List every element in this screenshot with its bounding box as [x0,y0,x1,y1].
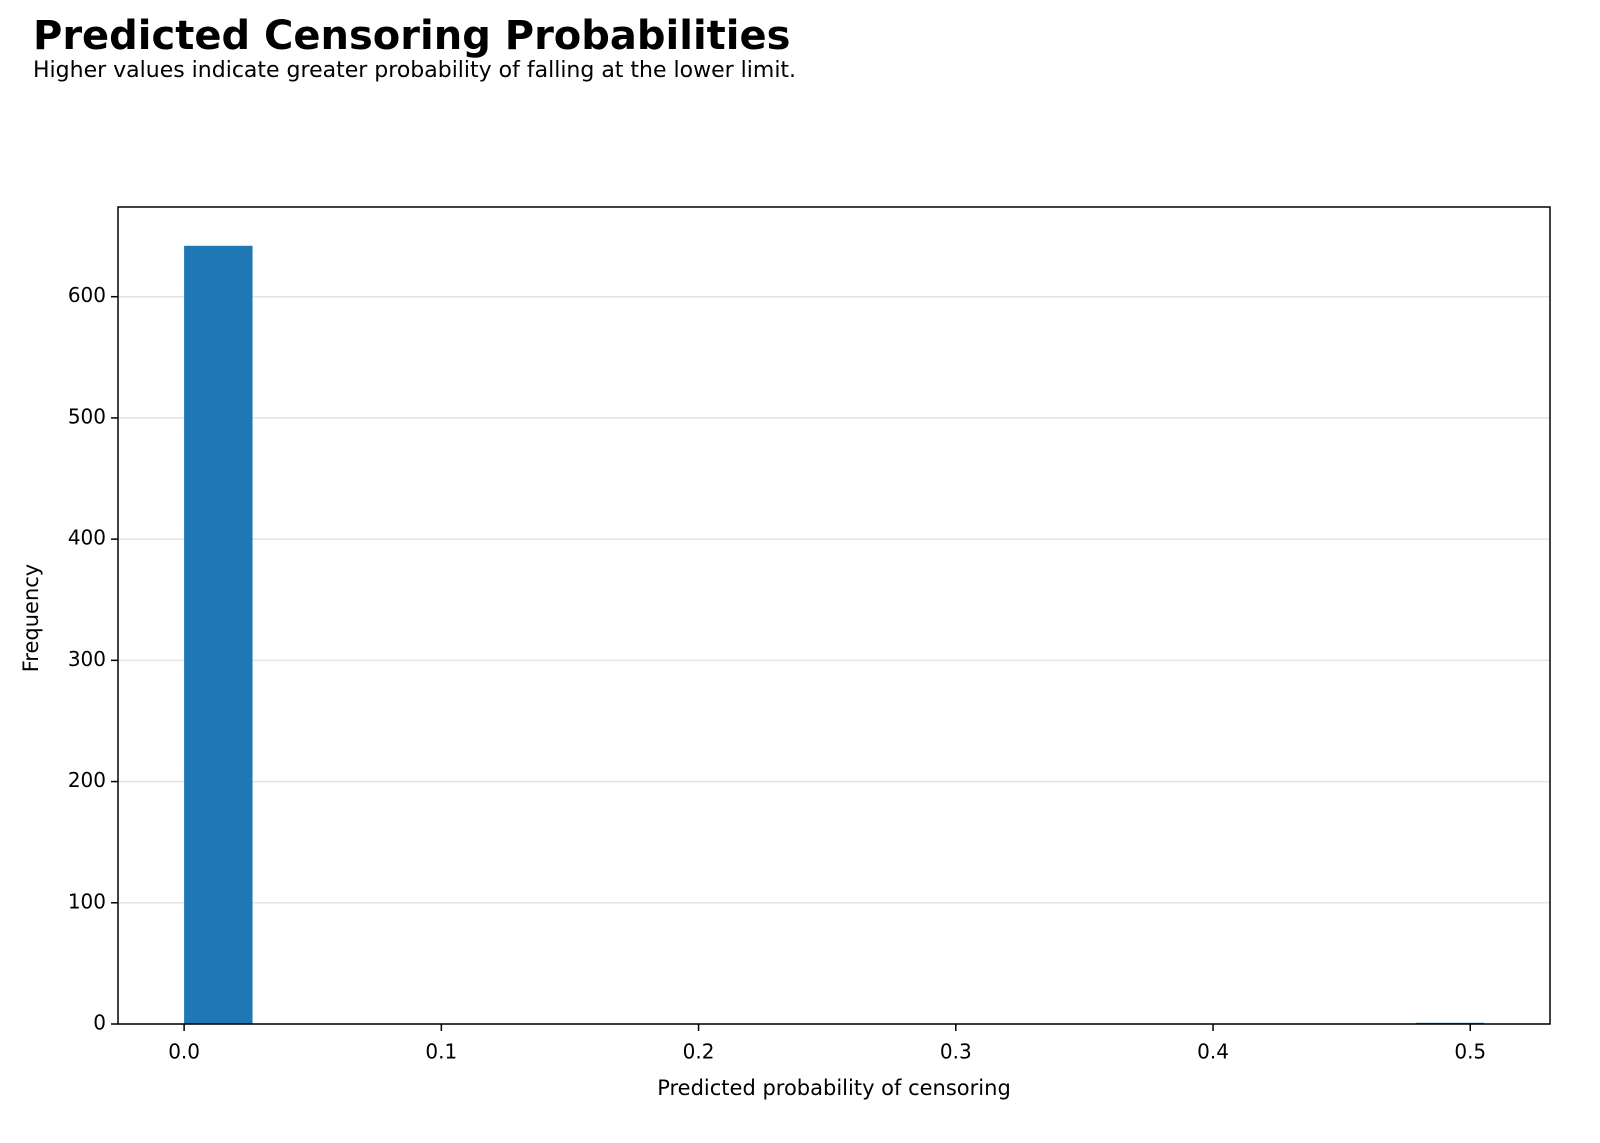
x-axis-label: Predicted probability of censoring [657,1076,1011,1100]
y-tick-label: 300 [68,647,106,671]
y-tick-label: 500 [68,404,106,428]
x-tick-label: 0.0 [168,1040,200,1064]
plot-frame [117,206,1551,1025]
y-tick-label: 0 [93,1011,106,1035]
y-tick-label: 400 [68,526,106,550]
y-tick-label: 100 [68,889,106,913]
x-tick-label: 0.1 [425,1040,457,1064]
x-tick-label: 0.4 [1197,1040,1229,1064]
y-tick-label: 600 [68,283,106,307]
bar [184,245,253,1025]
x-tick-label: 0.5 [1454,1040,1486,1064]
chart-subtitle: Higher values indicate greater probabili… [33,58,796,83]
x-tick-label: 0.3 [940,1040,972,1064]
chart-title: Predicted Censoring Probabilities [33,13,790,59]
y-tick-label: 200 [68,768,106,792]
y-axis-label: Frequency [19,564,43,673]
x-tick-label: 0.2 [683,1040,715,1064]
